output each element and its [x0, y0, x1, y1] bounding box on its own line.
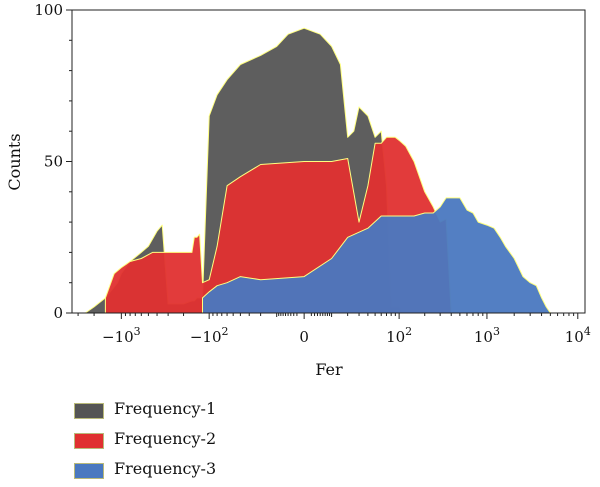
legend-label-frequency-2: Frequency-2 — [114, 429, 217, 448]
legend-swatch-frequency-3 — [74, 463, 104, 479]
series-area-3 — [202, 197, 551, 314]
x-tick-label: 103 — [474, 325, 500, 346]
x-axis-title: Fer — [315, 360, 343, 379]
x-axis: −103 −102 0 102 103 104 — [77, 313, 591, 346]
series-areas — [84, 27, 551, 314]
y-axis: 0 50 100 — [34, 1, 72, 322]
y-axis-title: Counts — [5, 133, 24, 190]
x-tick-label: 104 — [565, 325, 591, 346]
x-tick-label: −102 — [190, 325, 229, 346]
legend-swatch-frequency-2 — [74, 433, 104, 449]
x-tick-label: 0 — [299, 328, 309, 346]
legend-swatch-frequency-1 — [74, 403, 104, 419]
legend-label-frequency-1: Frequency-1 — [114, 399, 217, 418]
y-tick-label: 0 — [53, 304, 63, 322]
legend-label-frequency-3: Frequency-3 — [114, 459, 217, 478]
plot-frame — [71, 9, 586, 314]
x-tick-label: −103 — [102, 325, 141, 346]
y-tick-label: 50 — [44, 153, 63, 171]
x-tick-label: 102 — [386, 325, 412, 346]
y-tick-label: 100 — [34, 1, 63, 19]
